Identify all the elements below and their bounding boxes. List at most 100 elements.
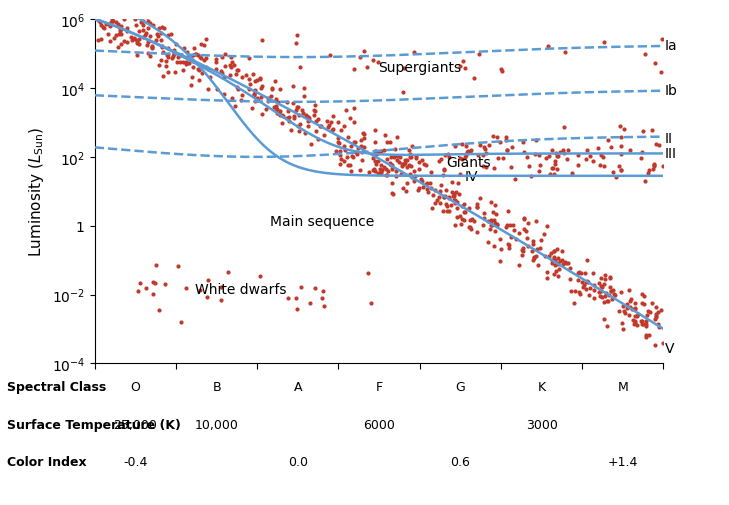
Point <box>387 191 399 199</box>
Point <box>310 127 321 135</box>
Point <box>413 166 424 174</box>
Point <box>190 50 201 59</box>
Point <box>341 153 353 161</box>
Point <box>494 235 506 243</box>
Point <box>391 134 402 142</box>
Point <box>454 213 466 221</box>
Point <box>114 31 126 39</box>
Point <box>553 260 564 268</box>
Point <box>443 194 454 202</box>
Point <box>628 316 639 324</box>
Point <box>381 172 393 180</box>
Point <box>224 62 235 70</box>
Point <box>309 102 321 110</box>
Point <box>343 134 354 142</box>
Point <box>290 107 302 115</box>
Point <box>526 172 537 180</box>
Text: K: K <box>537 380 545 393</box>
Point <box>289 115 300 123</box>
Point <box>231 67 243 75</box>
Point <box>604 273 615 281</box>
Point <box>598 298 609 307</box>
Point <box>558 124 570 132</box>
Point <box>456 140 468 148</box>
Point <box>260 106 272 114</box>
Point <box>126 37 138 45</box>
Point <box>286 126 297 134</box>
Point <box>502 240 513 248</box>
Point <box>431 196 443 205</box>
Point <box>319 302 330 311</box>
Point <box>293 112 305 120</box>
Point <box>604 283 616 291</box>
Point <box>378 164 390 172</box>
Point <box>637 128 649 136</box>
Point <box>532 262 544 270</box>
Point <box>438 167 450 175</box>
Point <box>629 305 641 313</box>
Point <box>547 165 558 173</box>
Point <box>217 54 228 62</box>
Point <box>599 163 610 171</box>
Point <box>647 165 659 173</box>
Point <box>502 221 513 229</box>
Point <box>188 44 200 53</box>
Text: II: II <box>665 132 673 145</box>
Point <box>397 163 408 171</box>
Point <box>215 68 227 76</box>
Point <box>585 284 596 292</box>
Point <box>171 59 183 67</box>
Point <box>180 61 192 69</box>
Point <box>405 153 416 161</box>
Point <box>327 112 338 120</box>
Point <box>112 21 124 29</box>
Point <box>475 194 486 203</box>
Point <box>321 118 333 126</box>
Point <box>195 41 207 49</box>
Point <box>615 167 627 175</box>
Point <box>133 287 144 295</box>
Point <box>539 253 550 261</box>
Text: Ia: Ia <box>665 39 678 53</box>
Point <box>480 163 492 171</box>
Point <box>580 285 591 293</box>
Point <box>507 221 518 229</box>
Point <box>349 139 361 147</box>
Point <box>210 59 222 67</box>
Point <box>426 191 438 199</box>
Point <box>385 154 397 162</box>
Point <box>652 309 663 317</box>
Point <box>249 89 261 97</box>
Point <box>348 119 359 127</box>
Point <box>362 64 373 72</box>
Point <box>445 202 456 210</box>
Point <box>160 63 172 71</box>
Point <box>551 166 563 174</box>
Point <box>295 283 307 291</box>
Point <box>517 248 529 256</box>
Point <box>159 281 171 289</box>
Point <box>369 148 381 156</box>
Point <box>92 17 104 25</box>
Point <box>381 155 392 163</box>
Point <box>266 85 278 93</box>
Point <box>509 227 521 235</box>
Point <box>185 53 197 61</box>
Point <box>179 284 191 292</box>
Point <box>243 76 255 84</box>
Point <box>334 160 346 168</box>
Point <box>152 33 164 41</box>
Point <box>639 301 650 309</box>
Point <box>161 53 173 61</box>
Point <box>638 293 650 301</box>
Point <box>471 200 483 209</box>
Point <box>477 163 488 171</box>
Point <box>372 158 383 166</box>
Point <box>254 273 266 281</box>
Point <box>572 152 584 160</box>
Point <box>491 211 502 219</box>
Point <box>92 36 104 44</box>
Point <box>404 171 416 179</box>
Point <box>172 263 184 271</box>
Point <box>333 139 345 147</box>
